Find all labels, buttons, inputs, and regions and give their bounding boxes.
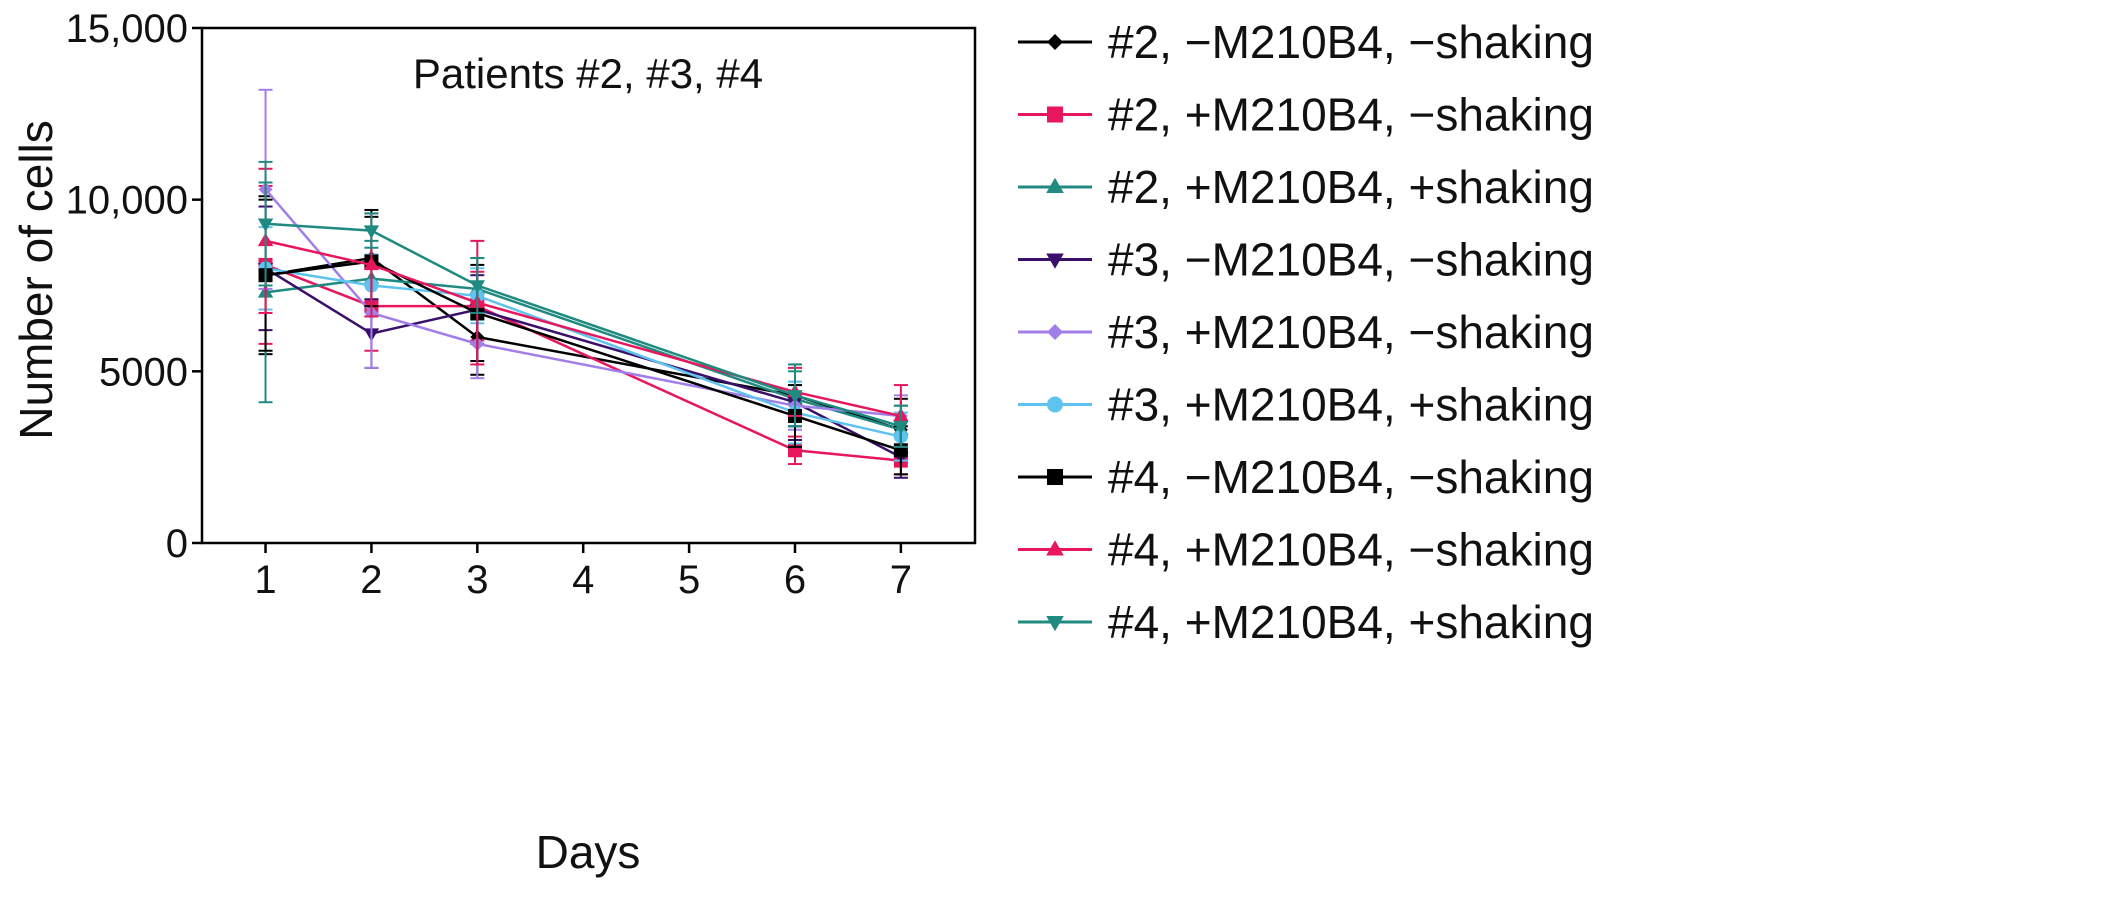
legend-item: #2, −M210B4, −shaking (1018, 16, 1594, 68)
legend-item: #2, +M210B4, +shaking (1018, 161, 1594, 213)
x-tick-label: 5 (678, 558, 700, 602)
legend-item: #3, −M210B4, −shaking (1018, 234, 1594, 286)
data-point (893, 421, 909, 435)
plot-frame (200, 26, 977, 545)
series-9 (257, 160, 909, 448)
y-axis-title: Number of cells (10, 120, 62, 440)
legend-label: #2, +M210B4, +shaking (1108, 161, 1594, 213)
data-point (469, 280, 486, 294)
legend-item: #4, −M210B4, −shaking (1018, 451, 1594, 503)
data-point (363, 256, 380, 271)
series-4 (257, 205, 909, 479)
data-point (257, 218, 274, 232)
x-axis-title: Days (536, 826, 641, 878)
x-tick-label: 7 (890, 558, 912, 602)
series-line (265, 267, 902, 438)
legend-marker (1046, 253, 1064, 269)
y-tick-label: 0 (166, 522, 188, 566)
legend-marker (1046, 616, 1064, 632)
legend-marker (1047, 324, 1063, 340)
legend-item: #2, +M210B4, −shaking (1018, 89, 1594, 141)
legend-marker (1046, 177, 1064, 193)
legend-item: #3, +M210B4, −shaking (1018, 306, 1594, 358)
data-point (363, 225, 380, 239)
legend-label: #3, −M210B4, −shaking (1108, 234, 1594, 286)
series-line (265, 263, 901, 462)
legend-label: #4, +M210B4, −shaking (1108, 524, 1594, 576)
legend-marker (1046, 540, 1064, 556)
legend-label: #3, +M210B4, −shaking (1108, 306, 1594, 358)
legend-label: #2, +M210B4, −shaking (1108, 89, 1594, 141)
legend-marker (1047, 469, 1063, 485)
series-3 (257, 181, 909, 455)
y-tick-label: 15,000 (66, 7, 188, 51)
series-line (264, 267, 902, 459)
legend-item: #4, +M210B4, −shaking (1018, 524, 1594, 576)
series-7 (258, 198, 908, 476)
legend-label: #2, −M210B4, −shaking (1108, 16, 1594, 68)
legend-marker (1047, 396, 1063, 413)
chart-title: Patients #2, #3, #4 (413, 50, 763, 97)
series-8 (257, 167, 909, 448)
legend-label: #3, +M210B4, +shaking (1108, 379, 1594, 431)
legend-item: #3, +M210B4, +shaking (1018, 379, 1594, 431)
x-tick-label: 2 (360, 558, 382, 602)
y-tick-label: 5000 (99, 350, 188, 394)
x-tick-label: 4 (572, 558, 594, 602)
legend-marker (1047, 34, 1063, 50)
legend-label: #4, +M210B4, +shaking (1108, 596, 1594, 648)
legend-label: #4, −M210B4, −shaking (1108, 451, 1594, 503)
legend-item: #4, +M210B4, +shaking (1018, 596, 1594, 648)
x-tick-label: 6 (784, 558, 806, 602)
legend-marker (1047, 106, 1063, 123)
y-tick-label: 10,000 (66, 179, 188, 223)
x-tick-label: 3 (466, 558, 488, 602)
data-point (787, 390, 803, 404)
x-tick-label: 1 (254, 558, 276, 602)
